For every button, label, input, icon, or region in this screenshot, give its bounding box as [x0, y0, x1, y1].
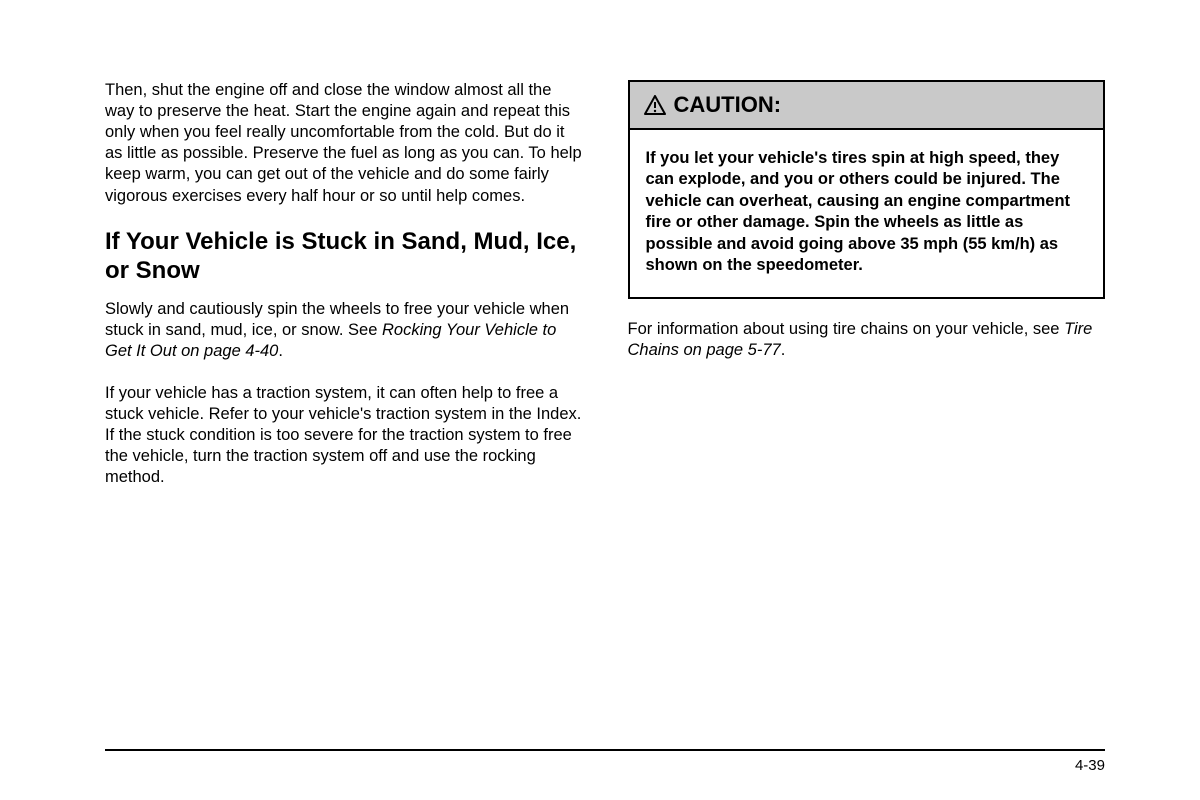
stuck-paragraph-1: Slowly and cautiously spin the wheels to… — [105, 299, 583, 362]
tire-chains-paragraph: For information about using tire chains … — [628, 319, 1106, 361]
manual-page: Then, shut the engine off and close the … — [0, 0, 1200, 800]
caution-box: CAUTION: If you let your vehicle's tires… — [628, 80, 1106, 299]
caution-header: CAUTION: — [630, 82, 1104, 130]
section-heading: If Your Vehicle is Stuck in Sand, Mud, I… — [105, 227, 583, 286]
page-number: 4-39 — [1075, 757, 1105, 774]
warning-triangle-icon — [644, 95, 666, 115]
caution-title: CAUTION: — [674, 92, 782, 118]
caution-body: If you let your vehicle's tires spin at … — [630, 130, 1104, 297]
p1-period: . — [278, 342, 283, 360]
right-column: CAUTION: If you let your vehicle's tires… — [628, 80, 1106, 760]
page-footer: 4-39 — [105, 749, 1105, 774]
left-column: Then, shut the engine off and close the … — [105, 80, 583, 760]
intro-paragraph: Then, shut the engine off and close the … — [105, 80, 583, 207]
after-period: . — [781, 341, 786, 359]
stuck-paragraph-2: If your vehicle has a traction system, i… — [105, 383, 583, 489]
after-text: For information about using tire chains … — [628, 320, 1065, 338]
